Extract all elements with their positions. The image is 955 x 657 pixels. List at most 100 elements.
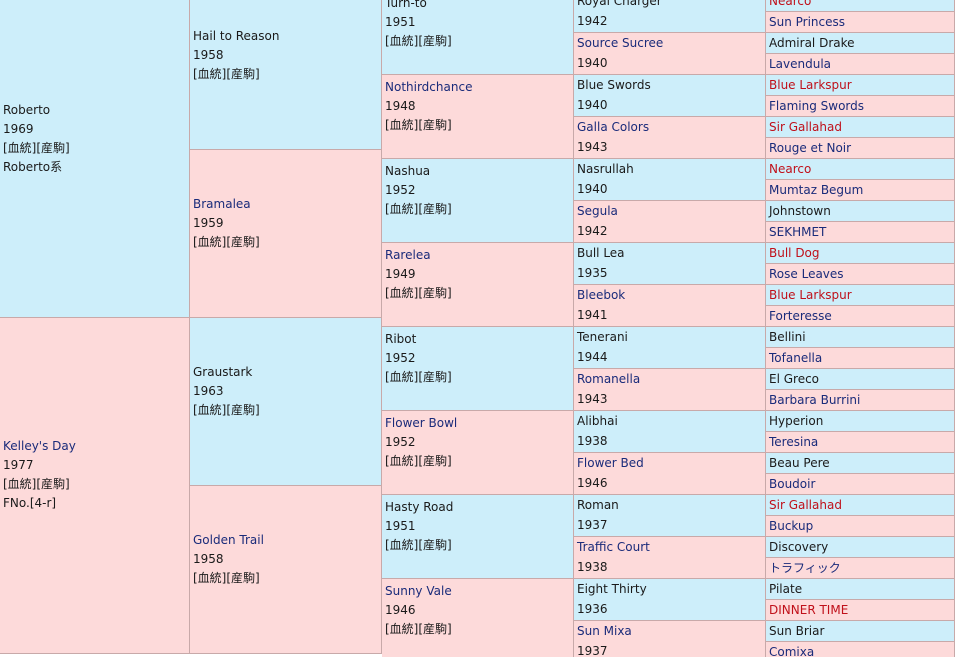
pedigree-cell-gen2: Hail to Reason 1958 [血統][産駒]: [190, 0, 382, 150]
horse-name-link[interactable]: Forteresse: [769, 309, 832, 323]
pedigree-cell-gen5: Lavendula: [766, 54, 955, 75]
pedigree-offspring-links[interactable]: [血統][産駒]: [193, 403, 260, 417]
pedigree-offspring-links[interactable]: [血統][産駒]: [385, 370, 452, 384]
pedigree-cell-gen3: Rarelea 1949 [血統][産駒]: [382, 243, 574, 327]
horse-name-link[interactable]: Nearco: [769, 0, 812, 8]
horse-name-link[interactable]: Teresina: [769, 435, 819, 449]
pedigree-offspring-links[interactable]: [血統][産駒]: [3, 477, 70, 491]
pedigree-cell-gen3: Sunny Vale 1946 [血統][産駒]: [382, 579, 574, 657]
pedigree-cell-gen4: Royal Charger 1942: [574, 0, 766, 33]
horse-name-link[interactable]: Flaming Swords: [769, 99, 865, 113]
horse-birth-year: 1963: [193, 384, 224, 398]
horse-name-link[interactable]: DINNER TIME: [769, 603, 849, 617]
pedigree-offspring-links[interactable]: [血統][産駒]: [193, 235, 260, 249]
horse-name-link[interactable]: Sunny Vale: [385, 584, 452, 598]
horse-birth-year: 1948: [385, 99, 416, 113]
horse-name-link[interactable]: トラフィック: [769, 561, 841, 575]
horse-extra-info: FNo.[4-r]: [3, 496, 57, 510]
horse-name-link: El Greco: [769, 372, 820, 386]
horse-name-link: Alibhai: [577, 414, 618, 428]
horse-name-link[interactable]: Traffic Court: [577, 540, 650, 554]
pedigree-cell-gen3: Nothirdchance 1948 [血統][産駒]: [382, 75, 574, 159]
horse-name-link[interactable]: Sun Mixa: [577, 624, 632, 638]
horse-name-link: Blue Swords: [577, 78, 651, 92]
pedigree-offspring-links[interactable]: [血統][産駒]: [385, 34, 452, 48]
pedigree-cell-gen4: Galla Colors 1943: [574, 117, 766, 159]
pedigree-cell-gen5: Bull Dog: [766, 243, 955, 264]
horse-name-link: Sun Briar: [769, 624, 825, 638]
pedigree-offspring-links[interactable]: [血統][産駒]: [193, 67, 260, 81]
horse-name-link[interactable]: Sun Princess: [769, 15, 846, 29]
horse-name-link[interactable]: Rarelea: [385, 248, 431, 262]
horse-name-link[interactable]: Blue Larkspur: [769, 288, 852, 302]
pedigree-cell-gen5: DINNER TIME: [766, 600, 955, 621]
pedigree-cell-gen5: Blue Larkspur: [766, 75, 955, 96]
horse-name-link[interactable]: Mumtaz Begum: [769, 183, 864, 197]
horse-name-link[interactable]: Tofanella: [769, 351, 823, 365]
horse-name-link[interactable]: Bramalea: [193, 197, 251, 211]
horse-name-link: Ribot: [385, 332, 417, 346]
horse-name-link[interactable]: Golden Trail: [193, 533, 264, 547]
horse-name-link[interactable]: Nearco: [769, 162, 812, 176]
pedigree-offspring-links[interactable]: [血統][産駒]: [385, 202, 452, 216]
horse-name-link[interactable]: Flower Bowl: [385, 416, 458, 430]
horse-name-link[interactable]: Blue Larkspur: [769, 78, 852, 92]
horse-name-link[interactable]: Rose Leaves: [769, 267, 844, 281]
horse-birth-year: 1942: [577, 224, 608, 238]
pedigree-cell-gen5: Discovery: [766, 537, 955, 558]
pedigree-offspring-links[interactable]: [血統][産駒]: [3, 141, 70, 155]
horse-name-link[interactable]: Segula: [577, 204, 618, 218]
horse-name-link[interactable]: Barbara Burrini: [769, 393, 861, 407]
horse-name-link[interactable]: Sir Gallahad: [769, 498, 842, 512]
pedigree-cell-gen5: Rose Leaves: [766, 264, 955, 285]
horse-name-link[interactable]: Rouge et Noir: [769, 141, 852, 155]
pedigree-cell-gen5: Beau Pere: [766, 453, 955, 474]
pedigree-cell-gen5: Boudoir: [766, 474, 955, 495]
pedigree-cell-gen1: Roberto 1969 [血統][産駒] Roberto系: [0, 0, 190, 318]
pedigree-cell-gen5: Barbara Burrini: [766, 390, 955, 411]
pedigree-cell-gen5: Comixa: [766, 642, 955, 657]
horse-name-link[interactable]: Lavendula: [769, 57, 832, 71]
pedigree-cell-gen1: Kelley's Day 1977 [血統][産駒] FNo.[4-r]: [0, 318, 190, 654]
horse-birth-year: 1949: [385, 267, 416, 281]
pedigree-cell-gen4: Flower Bed 1946: [574, 453, 766, 495]
pedigree-cell-gen5: Buckup: [766, 516, 955, 537]
horse-name-link[interactable]: Galla Colors: [577, 120, 650, 134]
pedigree-cell-gen4: Blue Swords 1940: [574, 75, 766, 117]
horse-name-link[interactable]: Bleebok: [577, 288, 626, 302]
pedigree-cell-gen5: Nearco: [766, 0, 955, 12]
horse-name-link[interactable]: Sir Gallahad: [769, 120, 842, 134]
horse-name-link: Hyperion: [769, 414, 824, 428]
horse-name-link[interactable]: Source Sucree: [577, 36, 664, 50]
pedigree-offspring-links[interactable]: [血統][産駒]: [385, 454, 452, 468]
horse-name-link[interactable]: Romanella: [577, 372, 641, 386]
horse-name-link[interactable]: Flower Bed: [577, 456, 644, 470]
pedigree-offspring-links[interactable]: [血統][産駒]: [385, 622, 452, 636]
horse-name-link[interactable]: SEKHMET: [769, 225, 827, 239]
horse-name-link[interactable]: Comixa: [769, 645, 815, 657]
horse-name-link[interactable]: Buckup: [769, 519, 814, 533]
pedigree-offspring-links[interactable]: [血統][産駒]: [385, 538, 452, 552]
horse-birth-year: 1937: [577, 518, 608, 532]
horse-name-link[interactable]: Nothirdchance: [385, 80, 473, 94]
horse-name-link: Hail to Reason: [193, 29, 280, 43]
horse-name-link[interactable]: Boudoir: [769, 477, 816, 491]
horse-birth-year: 1958: [193, 552, 224, 566]
horse-name-link: Roberto: [3, 103, 51, 117]
pedigree-cell-gen5: Bellini: [766, 327, 955, 348]
pedigree-offspring-links[interactable]: [血統][産駒]: [193, 571, 260, 585]
horse-name-link[interactable]: Kelley's Day: [3, 439, 76, 453]
horse-name-link: Admiral Drake: [769, 36, 855, 50]
horse-birth-year: 1940: [577, 182, 608, 196]
pedigree-offspring-links[interactable]: [血統][産駒]: [385, 118, 452, 132]
horse-name-link: Beau Pere: [769, 456, 830, 470]
horse-birth-year: 1959: [193, 216, 224, 230]
pedigree-cell-gen5: SEKHMET: [766, 222, 955, 243]
horse-name-link[interactable]: Bull Dog: [769, 246, 820, 260]
pedigree-offspring-links[interactable]: [血統][産駒]: [385, 286, 452, 300]
horse-name-link: Nashua: [385, 164, 431, 178]
pedigree-cell-gen5: トラフィック: [766, 558, 955, 579]
pedigree-cell-gen3: Hasty Road 1951 [血統][産駒]: [382, 495, 574, 579]
horse-birth-year: 1940: [577, 56, 608, 70]
